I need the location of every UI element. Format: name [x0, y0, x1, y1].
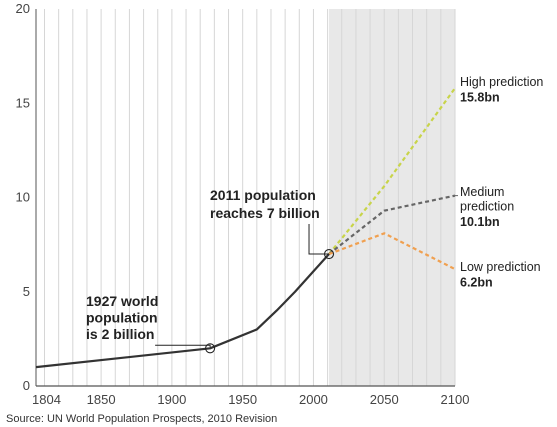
x-tick-label: 1850 [87, 392, 116, 407]
series-line-historical [35, 253, 330, 369]
annotation-leader [155, 344, 211, 348]
source-note: Source: UN World Population Prospects, 2… [6, 413, 277, 425]
annotation-marker [205, 343, 216, 354]
legend-label-high: High prediction [460, 75, 543, 89]
y-tick-label: 20 [16, 1, 30, 16]
x-tick-label: 1900 [157, 392, 186, 407]
x-tick-label: 1950 [228, 392, 257, 407]
annotation-label-2011: 2011 population [210, 187, 316, 203]
projection-shading [329, 9, 455, 386]
annotation-marker [323, 249, 335, 260]
annotation-leader [308, 224, 330, 255]
annotation-label-2011: reaches 7 billion [210, 205, 320, 221]
legend-label-low: Low prediction [460, 260, 541, 274]
y-tick-label: 0 [23, 378, 30, 393]
annotation-label-1927: 1927 world [86, 293, 158, 309]
y-tick-label: 10 [16, 190, 30, 205]
x-tick-label: 2050 [370, 392, 399, 407]
y-tick-label: 15 [16, 95, 30, 110]
legend-label-medium: prediction [460, 200, 514, 214]
legend-value-low: 6.2bn [460, 276, 493, 290]
legend-label-medium: Medium [460, 185, 504, 199]
x-tick-label: 1804 [32, 392, 61, 407]
x-tick-label: 2000 [299, 392, 328, 407]
annotation-label-1927: population [86, 310, 158, 326]
series-line-medium [328, 194, 456, 255]
legend-value-medium: 10.1bn [460, 215, 500, 229]
annotation-label-1927: is 2 billion [86, 326, 154, 342]
x-tick-label: 2100 [441, 392, 470, 407]
y-tick-label: 5 [23, 284, 30, 299]
series-line-low [328, 232, 456, 271]
legend-value-high: 15.8bn [460, 91, 500, 105]
series-line-high [328, 87, 456, 255]
